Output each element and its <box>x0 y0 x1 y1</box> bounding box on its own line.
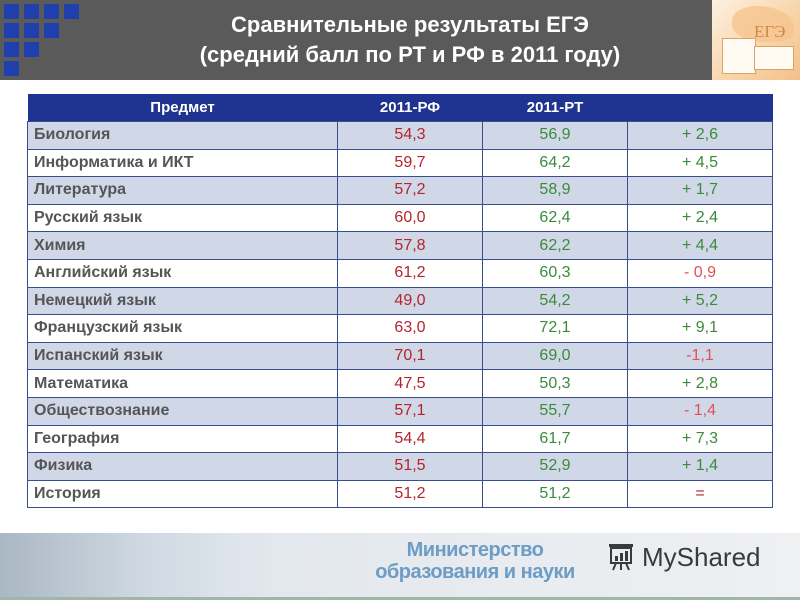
rf-cell: 49,0 <box>337 286 483 316</box>
slide-title: Сравнительные результаты ЕГЭ (средний ба… <box>120 10 700 70</box>
title-line-1: Сравнительные результаты ЕГЭ <box>231 12 589 37</box>
diff-cell: -1,1 <box>627 341 773 371</box>
slide-header: Сравнительные результаты ЕГЭ (средний ба… <box>0 0 712 80</box>
rf-cell: 54,4 <box>337 424 483 454</box>
rt-cell: 61,7 <box>482 424 628 454</box>
presentation-board-icon <box>606 542 636 572</box>
table-row: Физика 51,5 52,9 + 1,4 <box>27 452 773 481</box>
rt-cell: 62,2 <box>482 231 628 260</box>
title-line-2: (средний балл по РТ и РФ в 2011 году) <box>199 42 621 67</box>
subject-cell: Литература <box>27 176 338 205</box>
ministry-label: Министерство образования и науки <box>355 539 595 583</box>
rf-cell: 60,0 <box>337 203 483 233</box>
open-book-icon <box>754 46 794 70</box>
header-diff <box>627 94 773 122</box>
rt-cell: 56,9 <box>482 121 628 150</box>
diff-cell: = <box>627 479 773 509</box>
diff-cell: + 7,3 <box>627 424 773 454</box>
table-row: Информатика и ИКТ 59,7 64,2 + 4,5 <box>27 148 773 178</box>
rf-cell: 61,2 <box>337 258 483 288</box>
table-row: Французский язык 63,0 72,1 + 9,1 <box>27 314 773 343</box>
subject-cell: Химия <box>27 231 338 260</box>
myshared-logo[interactable]: MyShared <box>606 539 761 575</box>
rt-cell: 54,2 <box>482 286 628 316</box>
rf-cell: 57,2 <box>337 176 483 205</box>
subject-cell: Английский язык <box>27 258 338 288</box>
header-subject: Предмет <box>27 94 338 122</box>
russia-map-icon <box>732 6 794 42</box>
diff-cell: + 2,6 <box>627 121 773 150</box>
rt-cell: 60,3 <box>482 258 628 288</box>
logo-grid-icon <box>4 4 84 80</box>
diff-cell: + 1,4 <box>627 452 773 481</box>
table-row: Химия 57,8 62,2 + 4,4 <box>27 231 773 260</box>
diff-cell: + 9,1 <box>627 314 773 343</box>
subject-cell: Биология <box>27 121 338 150</box>
rf-cell: 47,5 <box>337 369 483 398</box>
rf-cell: 59,7 <box>337 148 483 178</box>
subject-cell: Немецкий язык <box>27 286 338 316</box>
subject-cell: История <box>27 479 338 509</box>
rt-cell: 62,4 <box>482 203 628 233</box>
table-row: География 54,4 61,7 + 7,3 <box>27 424 773 454</box>
building-photo <box>0 533 220 600</box>
rf-cell: 51,5 <box>337 452 483 481</box>
table-row: Русский язык 60,0 62,4 + 2,4 <box>27 203 773 233</box>
rf-cell: 57,8 <box>337 231 483 260</box>
subject-cell: Французский язык <box>27 314 338 343</box>
rt-cell: 52,9 <box>482 452 628 481</box>
table-row: Немецкий язык 49,0 54,2 + 5,2 <box>27 286 773 316</box>
table-row: Биология 54,3 56,9 + 2,6 <box>27 121 773 150</box>
rf-cell: 51,2 <box>337 479 483 509</box>
brand-label: MyShared <box>642 541 761 572</box>
subject-cell: Испанский язык <box>27 341 338 371</box>
rt-cell: 69,0 <box>482 341 628 371</box>
rt-cell: 72,1 <box>482 314 628 343</box>
diff-cell: + 5,2 <box>627 286 773 316</box>
rf-cell: 70,1 <box>337 341 483 371</box>
table-row: Литература 57,2 58,9 + 1,7 <box>27 176 773 205</box>
rt-cell: 51,2 <box>482 479 628 509</box>
table-row: Обществознание 57,1 55,7 - 1,4 <box>27 396 773 426</box>
diff-cell: + 4,5 <box>627 148 773 178</box>
ege-text: ЕГЭ <box>754 22 786 41</box>
table-row: История 51,2 51,2 = <box>27 479 773 509</box>
rt-cell: 64,2 <box>482 148 628 178</box>
exam-form-icon <box>722 38 756 74</box>
footer-divider <box>0 597 800 600</box>
rt-cell: 58,9 <box>482 176 628 205</box>
table-row: Английский язык 61,2 60,3 - 0,9 <box>27 258 773 288</box>
rf-cell: 63,0 <box>337 314 483 343</box>
diff-cell: + 1,7 <box>627 176 773 205</box>
table-row: Математика 47,5 50,3 + 2,8 <box>27 369 773 398</box>
subject-cell: География <box>27 424 338 454</box>
rf-cell: 54,3 <box>337 121 483 150</box>
ministry-line-2: образования и науки <box>375 561 575 583</box>
diff-cell: - 0,9 <box>627 258 773 288</box>
diff-cell: + 4,4 <box>627 231 773 260</box>
diff-cell: + 2,8 <box>627 369 773 398</box>
slide-footer: Министерство образования и науки MyShare… <box>0 533 800 600</box>
header-rf: 2011-РФ <box>337 94 483 122</box>
results-table: Предмет 2011-РФ 2011-РТ Биология 54,3 56… <box>27 94 773 509</box>
rf-cell: 57,1 <box>337 396 483 426</box>
subject-cell: Математика <box>27 369 338 398</box>
diff-cell: + 2,4 <box>627 203 773 233</box>
table-header-row: Предмет 2011-РФ 2011-РТ <box>27 94 773 122</box>
ege-illustration: ЕГЭ <box>712 0 800 80</box>
rt-cell: 55,7 <box>482 396 628 426</box>
diff-cell: - 1,4 <box>627 396 773 426</box>
table-row: Испанский язык 70,1 69,0 -1,1 <box>27 341 773 371</box>
ministry-line-1: Министерство <box>406 539 544 561</box>
results-table-container: Предмет 2011-РФ 2011-РТ Биология 54,3 56… <box>27 94 773 509</box>
subject-cell: Информатика и ИКТ <box>27 148 338 178</box>
header-rt: 2011-РТ <box>482 94 628 122</box>
subject-cell: Русский язык <box>27 203 338 233</box>
subject-cell: Обществознание <box>27 396 338 426</box>
subject-cell: Физика <box>27 452 338 481</box>
rt-cell: 50,3 <box>482 369 628 398</box>
